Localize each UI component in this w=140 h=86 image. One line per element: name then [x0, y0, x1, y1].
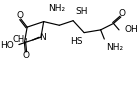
- Text: NH₂: NH₂: [48, 4, 65, 13]
- Text: HS: HS: [70, 37, 82, 46]
- Text: HO: HO: [1, 41, 14, 50]
- Text: CH₃: CH₃: [13, 36, 28, 44]
- Text: NH₂: NH₂: [106, 43, 123, 52]
- Text: SH: SH: [76, 7, 88, 16]
- Text: O: O: [16, 11, 23, 20]
- Text: O: O: [23, 51, 30, 60]
- Text: OH: OH: [124, 25, 138, 34]
- Text: N: N: [39, 33, 46, 42]
- Text: O: O: [118, 9, 125, 18]
